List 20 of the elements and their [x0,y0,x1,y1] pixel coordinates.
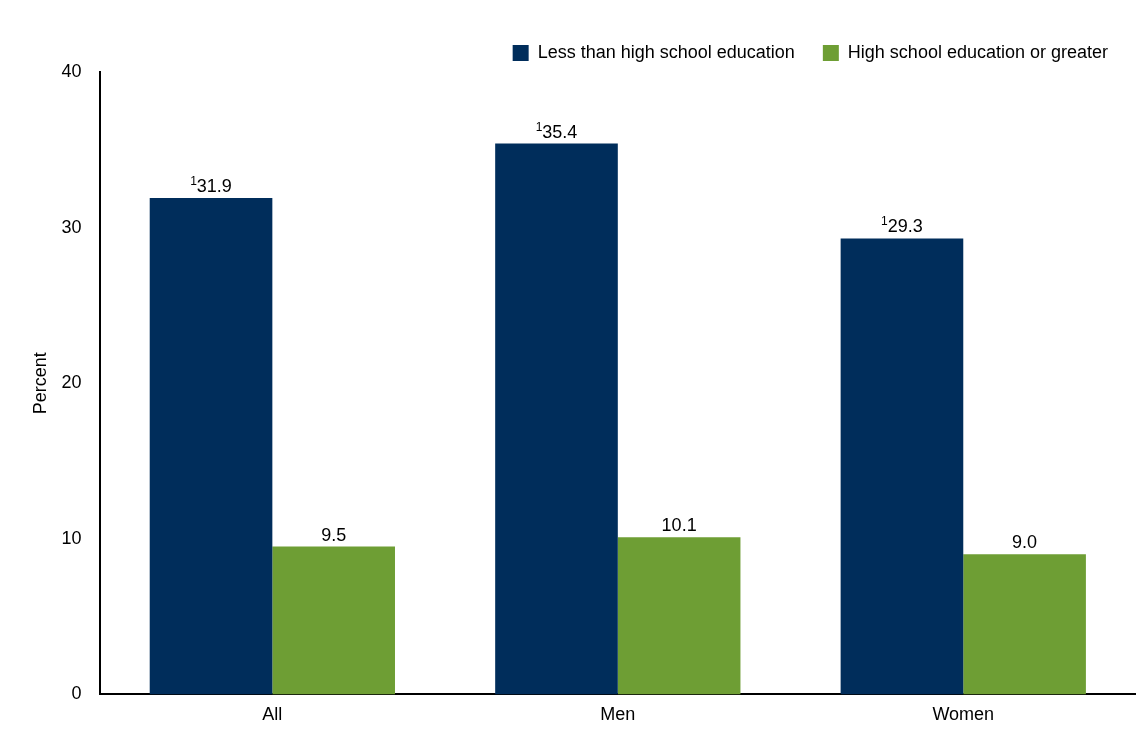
bar [617,537,741,695]
legend-label: Less than high school education [537,41,795,62]
bar [272,546,395,695]
bar [149,198,273,695]
x-tick-label: Men [600,704,636,725]
bar [963,554,1086,695]
data-label: 9.5 [321,524,347,545]
legend-label: High school education or greater [847,41,1109,62]
y-tick-label: 20 [61,372,82,393]
bar [495,143,618,695]
y-tick-label: 40 [61,60,82,81]
x-tick-label: Women [932,704,995,725]
data-label: 10.1 [661,515,697,536]
y-tick-label: 10 [61,527,82,548]
y-tick-label: 0 [71,683,82,704]
y-axis-title: Percent [29,352,50,415]
y-tick-label: 30 [61,216,82,237]
data-label: 9.0 [1012,532,1038,553]
x-tick-label: All [262,704,283,725]
bar [840,238,964,695]
